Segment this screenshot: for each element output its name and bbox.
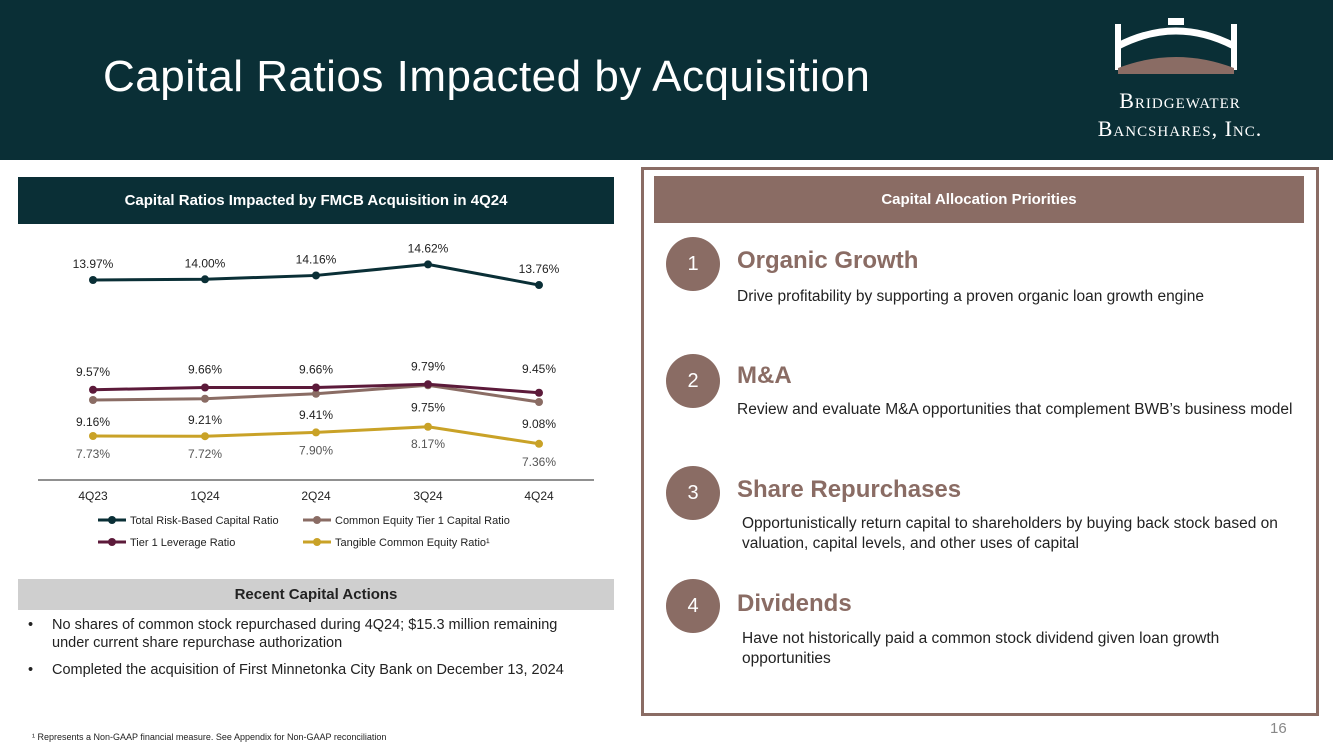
- data-label: 9.66%: [299, 363, 333, 377]
- data-point: [535, 439, 543, 448]
- logo-line-2: Bancshares, Inc.: [1097, 116, 1263, 141]
- footnote: ¹ Represents a Non-GAAP financial measur…: [32, 732, 387, 742]
- bullet-icon: •: [28, 617, 34, 633]
- data-point: [89, 385, 97, 394]
- data-label: 9.08%: [522, 417, 556, 431]
- bullet-icon: •: [28, 662, 34, 678]
- x-tick-label: 4Q24: [524, 489, 554, 503]
- company-logo: Bridgewater Bancshares, Inc.: [1060, 16, 1300, 146]
- data-label: 9.79%: [411, 359, 445, 373]
- data-label: 14.00%: [185, 256, 226, 270]
- priority-title: Dividends: [737, 590, 852, 617]
- data-point: [424, 380, 432, 389]
- data-point: [535, 388, 543, 397]
- header-bar: Capital Ratios Impacted by Acquisition B…: [0, 0, 1333, 160]
- data-point: [201, 394, 209, 403]
- data-label: 9.16%: [76, 415, 110, 429]
- data-label: 9.75%: [411, 400, 445, 414]
- data-point: [201, 383, 209, 392]
- x-tick-label: 2Q24: [301, 489, 331, 503]
- data-label: 7.73%: [76, 447, 110, 461]
- data-label: 9.57%: [76, 365, 110, 379]
- data-label: 7.90%: [299, 443, 333, 457]
- recent-action-text: Completed the acquisition of First Minne…: [52, 662, 564, 678]
- logo-line-1: Bridgewater: [1119, 88, 1241, 113]
- legend-marker: [108, 538, 116, 546]
- data-point: [89, 396, 97, 404]
- data-label: 7.72%: [188, 447, 222, 461]
- data-point: [535, 398, 543, 406]
- legend-marker: [313, 538, 321, 546]
- data-point: [312, 271, 320, 280]
- page-number: 16: [1270, 720, 1287, 737]
- data-point: [201, 432, 209, 441]
- list-item: • Completed the acquisition of First Min…: [28, 661, 588, 679]
- priority-description: Review and evaluate M&A opportunities th…: [737, 401, 1293, 418]
- data-label: 13.76%: [519, 262, 560, 276]
- recent-actions-list: • No shares of common stock repurchased …: [28, 616, 588, 688]
- priorities-panel: [641, 167, 1319, 716]
- data-label: 9.41%: [299, 408, 333, 422]
- x-tick-label: 1Q24: [190, 489, 220, 503]
- data-point: [89, 276, 97, 284]
- x-tick-label: 3Q24: [413, 489, 443, 503]
- page-title: Capital Ratios Impacted by Acquisition: [103, 52, 871, 101]
- priorities-heading: Capital Allocation Priorities: [654, 176, 1304, 223]
- priority-description: Have not historically paid a common stoc…: [742, 630, 1220, 667]
- data-point: [312, 389, 320, 398]
- legend-label: Tangible Common Equity Ratio¹: [335, 537, 490, 549]
- priority-number-badge: 3: [666, 466, 720, 520]
- priority-title: Share Repurchases: [737, 476, 962, 503]
- data-point: [89, 432, 97, 440]
- data-point: [201, 275, 209, 284]
- legend-label: Tier 1 Leverage Ratio: [130, 537, 235, 549]
- data-label: 14.16%: [296, 252, 337, 266]
- list-item: • No shares of common stock repurchased …: [28, 616, 588, 652]
- priority-title: Organic Growth: [737, 247, 919, 274]
- data-label: 9.45%: [522, 362, 556, 376]
- data-label: 7.36%: [522, 455, 556, 469]
- priority-number-badge: 4: [666, 579, 720, 633]
- x-tick-label: 4Q23: [78, 489, 108, 503]
- priority-description: Drive profitability by supporting a prov…: [737, 288, 1204, 305]
- data-point: [312, 383, 320, 392]
- data-point: [535, 281, 543, 290]
- legend-label: Total Risk-Based Capital Ratio: [130, 515, 279, 527]
- data-label: 8.17%: [411, 437, 445, 451]
- data-label: 13.97%: [73, 257, 114, 271]
- data-point: [424, 422, 432, 431]
- capital-ratios-line-chart: 4Q23 1Q24 2Q24 3Q24 4Q24 13.97% 14.00% 14.16% 14…: [38, 241, 594, 549]
- legend-label: Common Equity Tier 1 Capital Ratio: [335, 515, 510, 527]
- priority-description: Opportunistically return capital to shar…: [742, 515, 1278, 552]
- priority-title: M&A: [737, 362, 792, 389]
- priority-number-badge: 1: [666, 237, 720, 291]
- legend-marker: [313, 516, 321, 524]
- bridge-logo-icon: [1115, 18, 1237, 74]
- data-label: 14.62%: [408, 241, 449, 255]
- recent-actions-heading: Recent Capital Actions: [18, 579, 614, 610]
- data-point: [312, 428, 320, 437]
- legend-marker: [108, 516, 116, 524]
- recent-action-text: No shares of common stock repurchased du…: [52, 617, 558, 651]
- priority-number-badge: 2: [666, 354, 720, 408]
- data-label: 9.21%: [188, 413, 222, 427]
- chart-panel-heading: Capital Ratios Impacted by FMCB Acquisit…: [18, 177, 614, 224]
- data-point: [424, 260, 432, 269]
- data-label: 9.66%: [188, 363, 222, 377]
